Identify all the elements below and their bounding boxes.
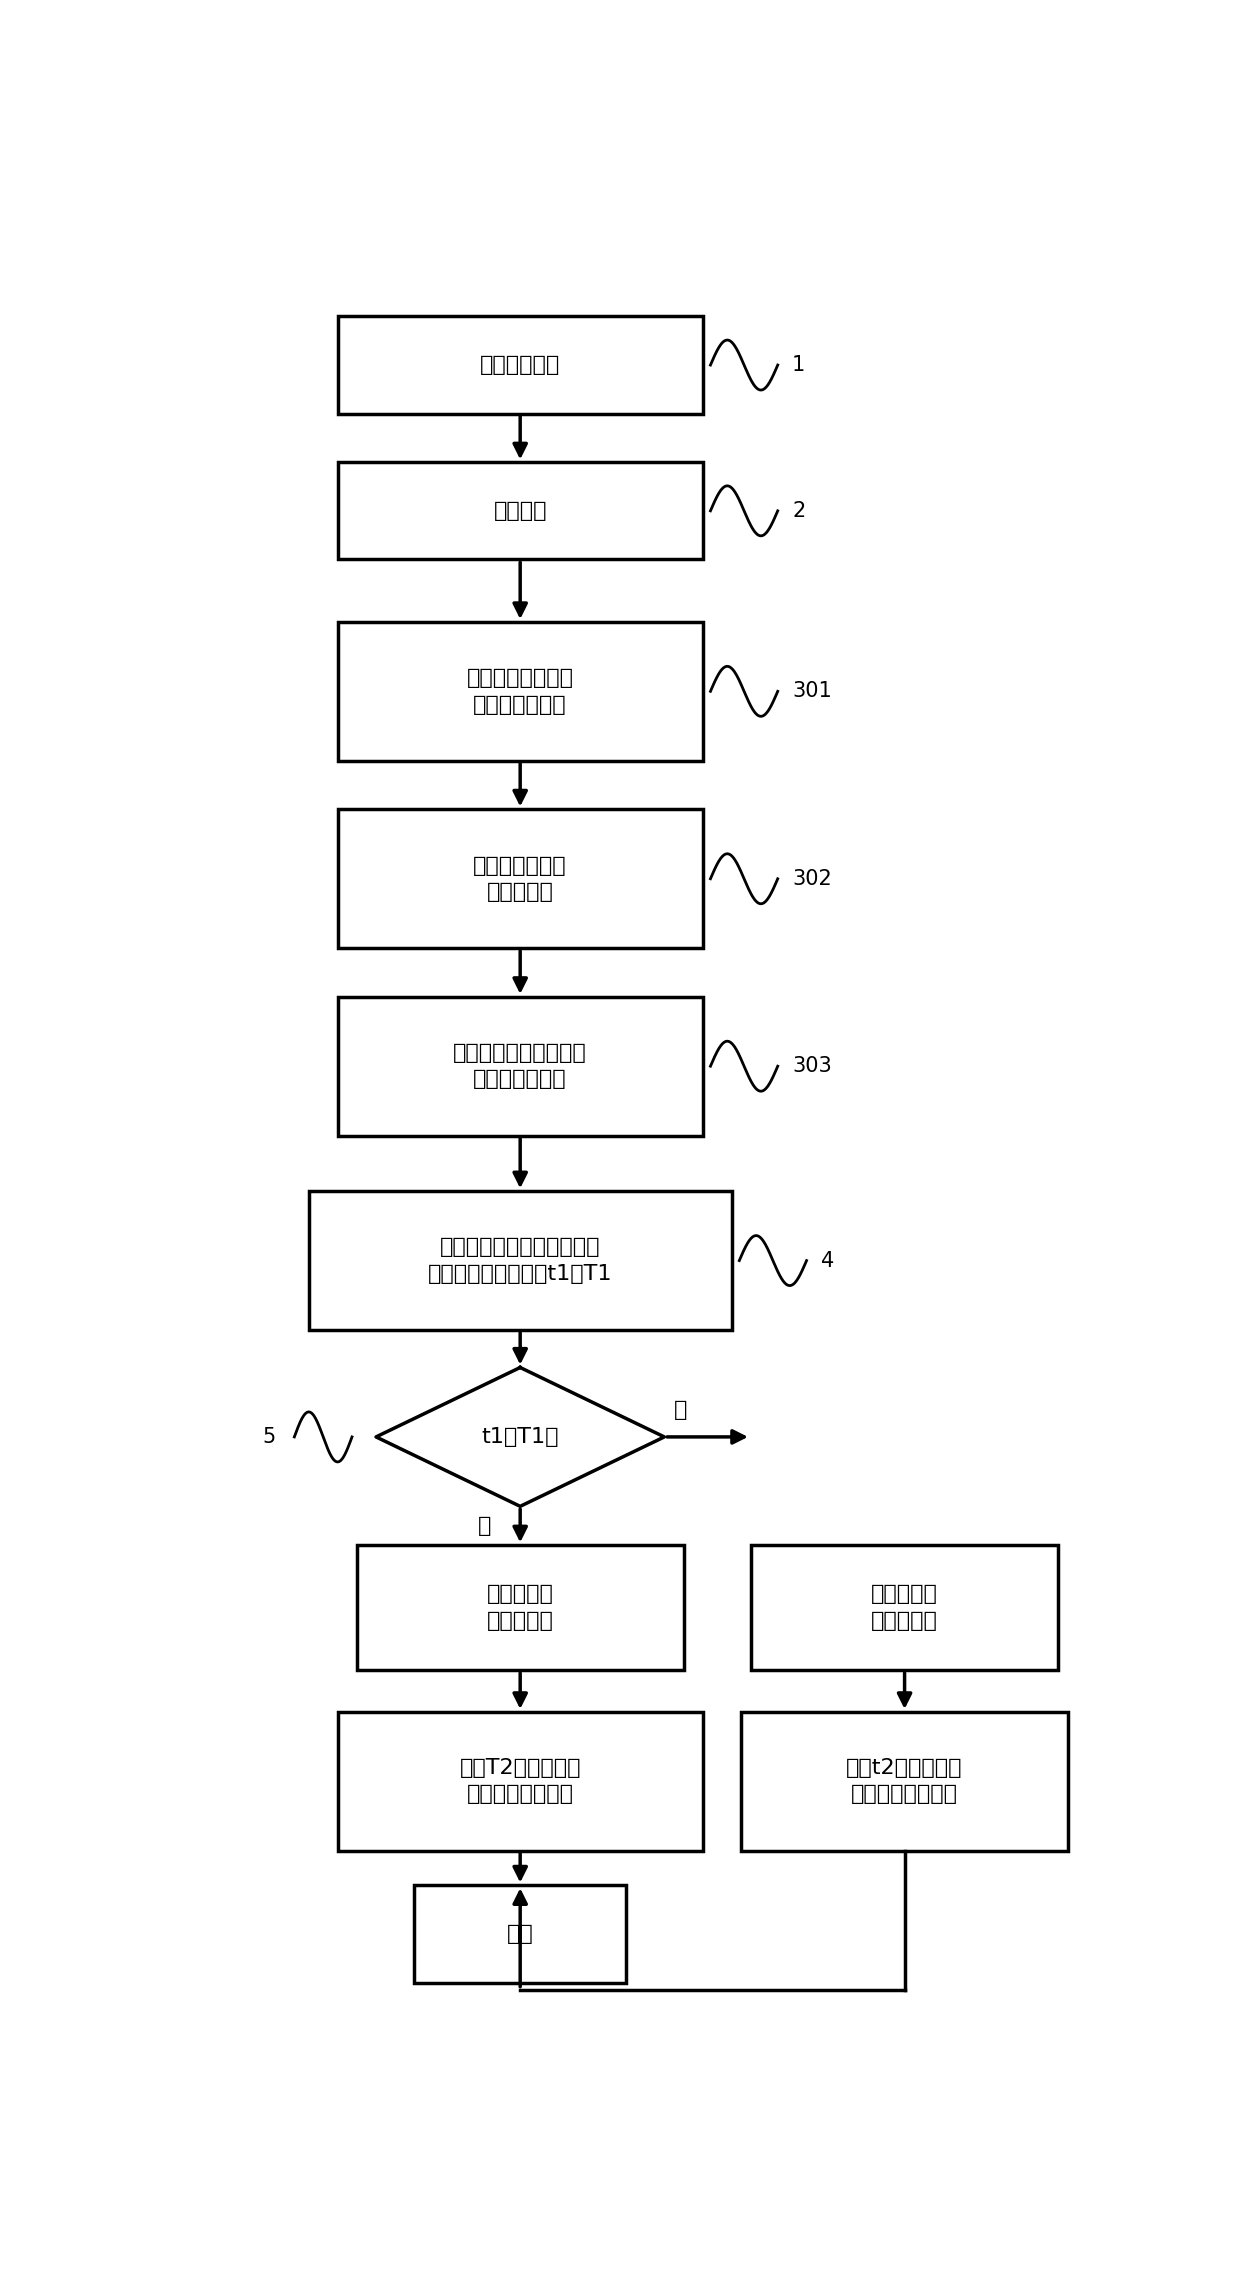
Text: 是: 是 (477, 1516, 491, 1537)
Bar (337, 1713, 703, 1850)
Text: 求出T2，并根据对
应公式求故障距离: 求出T2，并根据对 应公式求故障距离 (460, 1759, 580, 1805)
Bar (742, 1713, 1068, 1850)
Text: 计算各频带能量
所占百分比: 计算各频带能量 所占百分比 (474, 856, 567, 902)
Text: 信号同步采集: 信号同步采集 (480, 355, 560, 376)
Bar (414, 1885, 626, 1983)
Text: 4: 4 (821, 1250, 835, 1271)
Text: 故障发生在
电缆前半段: 故障发生在 电缆前半段 (487, 1585, 553, 1630)
Text: 提取能量集中频段，重
构故障暂态行波: 提取能量集中频段，重 构故障暂态行波 (454, 1042, 587, 1090)
Text: 302: 302 (792, 868, 832, 889)
Text: 求出t2，并根据对
应公式求故障距离: 求出t2，并根据对 应公式求故障距离 (847, 1759, 962, 1805)
Bar (337, 316, 703, 414)
Bar (751, 1546, 1058, 1669)
Text: 结束: 结束 (507, 1924, 533, 1944)
Bar (337, 463, 703, 559)
Text: 1: 1 (792, 355, 806, 376)
Text: 相模变换: 相模变换 (494, 502, 547, 520)
Polygon shape (376, 1367, 665, 1507)
Text: 5: 5 (262, 1427, 275, 1447)
Text: 根据小波包分解系
数计算频带能量: 根据小波包分解系 数计算频带能量 (466, 669, 574, 714)
Bar (337, 623, 703, 760)
Text: 2: 2 (792, 502, 806, 520)
Text: 301: 301 (792, 682, 832, 701)
Bar (357, 1546, 683, 1669)
Bar (309, 1191, 732, 1330)
Text: 303: 303 (792, 1056, 832, 1076)
Bar (337, 996, 703, 1136)
Bar (337, 808, 703, 948)
Text: 否: 否 (675, 1399, 687, 1420)
Text: t1＜T1？: t1＜T1？ (481, 1427, 559, 1447)
Text: 小波分析，确定初始行波到
达电缆始末端的时间t1、T1: 小波分析，确定初始行波到 达电缆始末端的时间t1、T1 (428, 1237, 613, 1285)
Text: 故障发生在
电缆后半段: 故障发生在 电缆后半段 (872, 1585, 937, 1630)
